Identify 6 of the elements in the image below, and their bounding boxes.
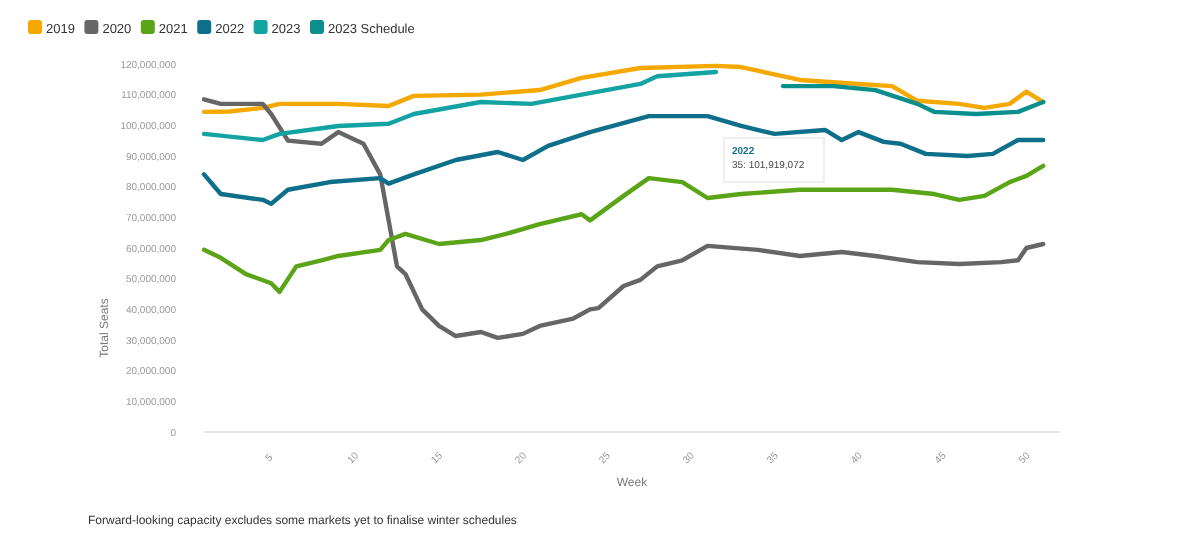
line-series	[201, 113, 1046, 207]
line-series	[201, 97, 1046, 341]
line-series	[201, 63, 1046, 115]
line-series	[780, 83, 1046, 117]
line-series	[201, 163, 1046, 295]
line-series	[201, 69, 719, 143]
